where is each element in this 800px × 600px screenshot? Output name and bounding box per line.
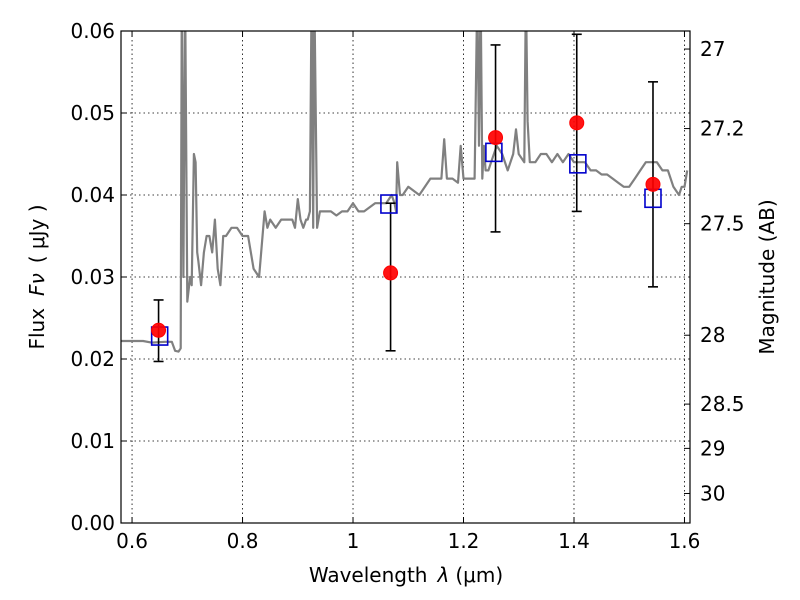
x-axis-label: Wavelength λ (μm) [309,563,503,587]
y-tick-label: 0.03 [70,265,115,289]
observed-points [151,115,661,338]
x-tick-label: 0.6 [116,529,148,553]
y-axis-label: Flux Fν ( μJy ) [25,204,49,349]
axis-ticks: 0.6 0.8 1 1.2 1.4 1.6 0.00 0.01 0.02 0.03 0.04 0.05… [70,19,744,553]
observed-point [569,115,585,131]
x-tick-label: 1.4 [558,529,590,553]
right-tick-label: 30 [700,481,725,505]
right-tick-label: 27 [700,37,725,61]
observed-point [383,265,399,281]
x-axis-label-symbol: λ [437,563,450,587]
right-tick-label: 29 [700,436,725,460]
right-axis-label: Magnitude (AB) [755,199,779,354]
y-tick-label: 0.00 [70,511,115,535]
x-tick-label: 1.2 [448,529,480,553]
x-tick-label: 1.6 [669,529,701,553]
y-tick-label: 0.06 [70,19,115,43]
x-tick-label: 0.8 [227,529,259,553]
observed-point [151,322,167,338]
x-axis-label-text: Wavelength [309,563,428,587]
x-tick-label: 1 [347,529,360,553]
right-tick-label: 28 [700,323,725,347]
x-axis-label-unit: (μm) [455,563,503,587]
observed-point [645,176,661,192]
right-tick-label: 28.5 [700,392,745,416]
y-axis-label-symbol: Fν [25,273,49,296]
y-axis-label-text: Flux [25,308,49,350]
y-tick-label: 0.04 [70,183,115,207]
model-band-square [380,194,398,214]
y-tick-label: 0.01 [70,429,115,453]
right-tick-label: 27.2 [700,117,745,141]
observed-point [488,130,504,146]
y-axis-label-unit: ( μJy ) [25,204,49,263]
model-spectrum-line [121,31,689,353]
model-band-points [150,142,662,346]
y-tick-label: 0.05 [70,101,115,125]
right-tick-label: 27.5 [700,212,745,236]
model-band-square [569,154,587,174]
y-tick-label: 0.02 [70,347,115,371]
